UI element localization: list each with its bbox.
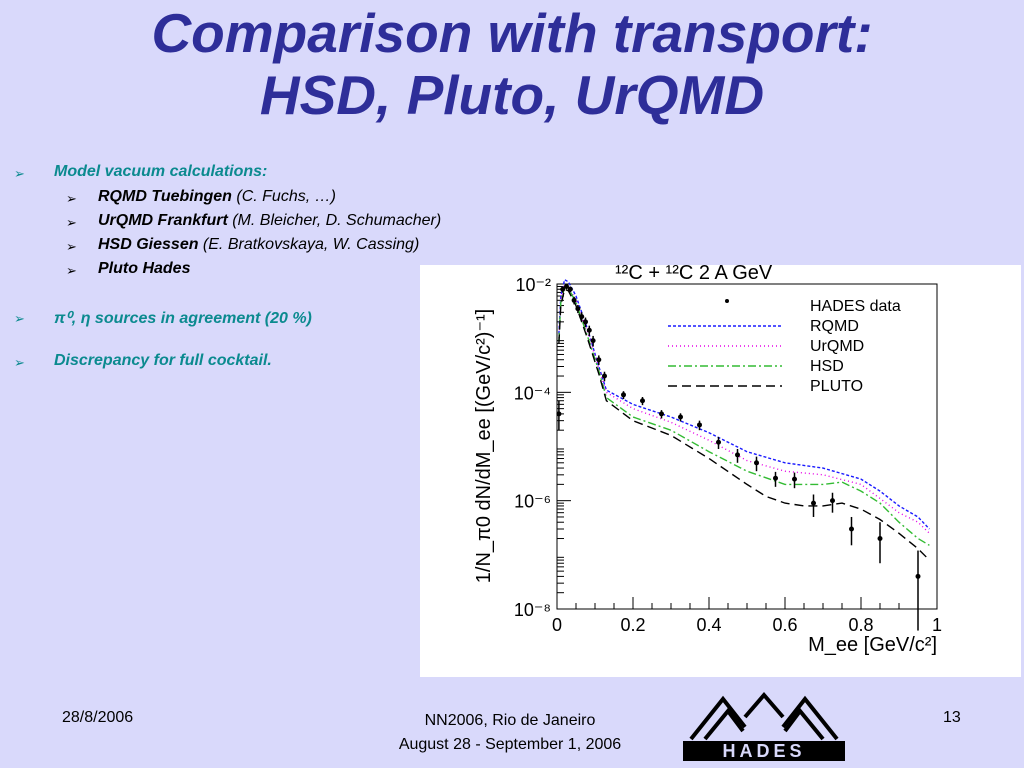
- plot-panel: 0 0.2 0.4 0.6 0.8 1 10⁻⁸ 10⁻⁶ 10⁻⁴ 10⁻² HADES dat…: [420, 265, 1021, 677]
- bullet-discrepancy: Discrepancy for full cocktail.: [54, 352, 272, 369]
- data-point: [621, 392, 626, 398]
- sub-bullet-arrow-icon: ➢: [66, 239, 77, 254]
- legend-label: UrQMD: [810, 338, 864, 355]
- footer-date: 28/8/2006: [62, 709, 134, 726]
- data-point: [754, 460, 759, 466]
- data-point: [556, 411, 562, 417]
- sub-bullet-name: Pluto Hades: [98, 260, 191, 277]
- data-point: [596, 357, 602, 363]
- y-tick-label: 10⁻⁶: [514, 492, 551, 512]
- data-point: [583, 319, 588, 325]
- bullet-model-vacuum: Model vacuum calculations:: [54, 163, 268, 180]
- footer-conference: NN2006, Rio de Janeiro August 28 - Septe…: [340, 709, 680, 757]
- slide-title-line-1: Comparison with transport:: [151, 2, 873, 64]
- sub-bullet-who: (M. Bleicher, D. Schumacher): [227, 212, 442, 229]
- data-point: [586, 327, 592, 333]
- data-point: [564, 283, 569, 289]
- sub-bullet-pluto: Pluto Hades: [98, 260, 190, 278]
- series-line-rqmd: [558, 278, 930, 530]
- data-point: [849, 526, 854, 532]
- legend-label: RQMD: [810, 318, 859, 335]
- sub-bullet-arrow-icon: ➢: [66, 263, 77, 278]
- legend-marker-hades-data: [725, 299, 729, 303]
- chart-ylabel: 1/N_π0 dN/dM_ee [(GeV/c²)⁻¹]: [473, 309, 495, 583]
- sub-bullet-name: RQMD Tuebingen: [98, 188, 232, 205]
- legend-label: HADES data: [810, 298, 901, 315]
- footer-conf-line-1: NN2006, Rio de Janeiro: [424, 712, 596, 729]
- data-point: [830, 498, 835, 504]
- legend-label: PLUTO: [810, 378, 863, 395]
- data-point: [678, 414, 683, 420]
- x-tick-label: 1: [932, 615, 942, 635]
- data-point: [640, 398, 645, 404]
- data-point: [579, 314, 585, 320]
- bullet-sources-agreement: π⁰, η sources in agreement (20 %): [54, 310, 312, 327]
- data-point: [590, 338, 596, 344]
- footer-page-number: 13: [943, 709, 961, 726]
- series-line-hsd: [558, 285, 930, 546]
- bullet-arrow-icon: ➢: [14, 166, 25, 181]
- slide-title-line-2: HSD, Pluto, UrQMD: [259, 64, 765, 126]
- footer-conf-line-2: August 28 - September 1, 2006: [398, 736, 622, 753]
- sub-bullet-arrow-icon: ➢: [66, 215, 77, 230]
- x-tick-label: 0.8: [848, 615, 873, 635]
- sub-bullet-arrow-icon: ➢: [66, 191, 77, 206]
- data-point: [915, 573, 921, 579]
- data-point: [571, 297, 577, 303]
- x-tick-label: 0: [552, 615, 562, 635]
- x-tick-label: 0.2: [620, 615, 645, 635]
- data-point: [560, 286, 566, 292]
- sub-bullet-hsd: HSD Giessen (E. Bratkovskaya, W. Cassing…: [98, 236, 419, 254]
- data-point: [659, 411, 664, 417]
- sub-bullet-name: UrQMD Frankfurt: [98, 212, 228, 229]
- bullet-arrow-icon: ➢: [14, 355, 25, 370]
- series-line-urqmd: [558, 282, 930, 534]
- slide-title: Comparison with transport: HSD, Pluto, U…: [0, 2, 1024, 126]
- sub-bullet-who: (E. Bratkovskaya, W. Cassing): [198, 236, 420, 253]
- hades-logo: HADES: [683, 687, 845, 763]
- data-point: [697, 422, 702, 428]
- x-tick-label: 0.4: [696, 615, 721, 635]
- series-line-pluto: [558, 288, 930, 561]
- y-tick-label: 10⁻⁴: [514, 383, 551, 403]
- y-tick-label: 10⁻⁸: [514, 600, 551, 620]
- hades-logo-text: HADES: [722, 741, 805, 761]
- data-point: [773, 475, 778, 481]
- chart-title: ¹²C + ¹²C 2 A GeV: [615, 262, 773, 284]
- x-tick-label: 0.6: [772, 615, 797, 635]
- data-point: [575, 306, 581, 312]
- sub-bullet-name: HSD Giessen: [98, 236, 199, 253]
- data-point: [716, 439, 721, 445]
- data-point: [602, 373, 607, 379]
- chart-xlabel: M_ee [GeV/c²]: [808, 634, 937, 656]
- data-point: [877, 536, 883, 542]
- data-point: [735, 452, 740, 458]
- data-point: [792, 476, 797, 482]
- chart-svg: 0 0.2 0.4 0.6 0.8 1 10⁻⁸ 10⁻⁶ 10⁻⁴ 10⁻² HADES dat…: [473, 275, 942, 656]
- data-point: [567, 286, 573, 292]
- legend-label: HSD: [810, 358, 844, 375]
- hades-logo-icon: HADES: [683, 691, 845, 761]
- y-tick-label: 10⁻²: [515, 275, 551, 295]
- sub-bullet-urqmd: UrQMD Frankfurt (M. Bleicher, D. Schumac…: [98, 212, 441, 230]
- sub-bullet-who: (C. Fuchs, …): [231, 188, 336, 205]
- bullet-arrow-icon: ➢: [14, 311, 25, 326]
- sub-bullet-rqmd: RQMD Tuebingen (C. Fuchs, …): [98, 188, 336, 206]
- data-point: [811, 500, 816, 506]
